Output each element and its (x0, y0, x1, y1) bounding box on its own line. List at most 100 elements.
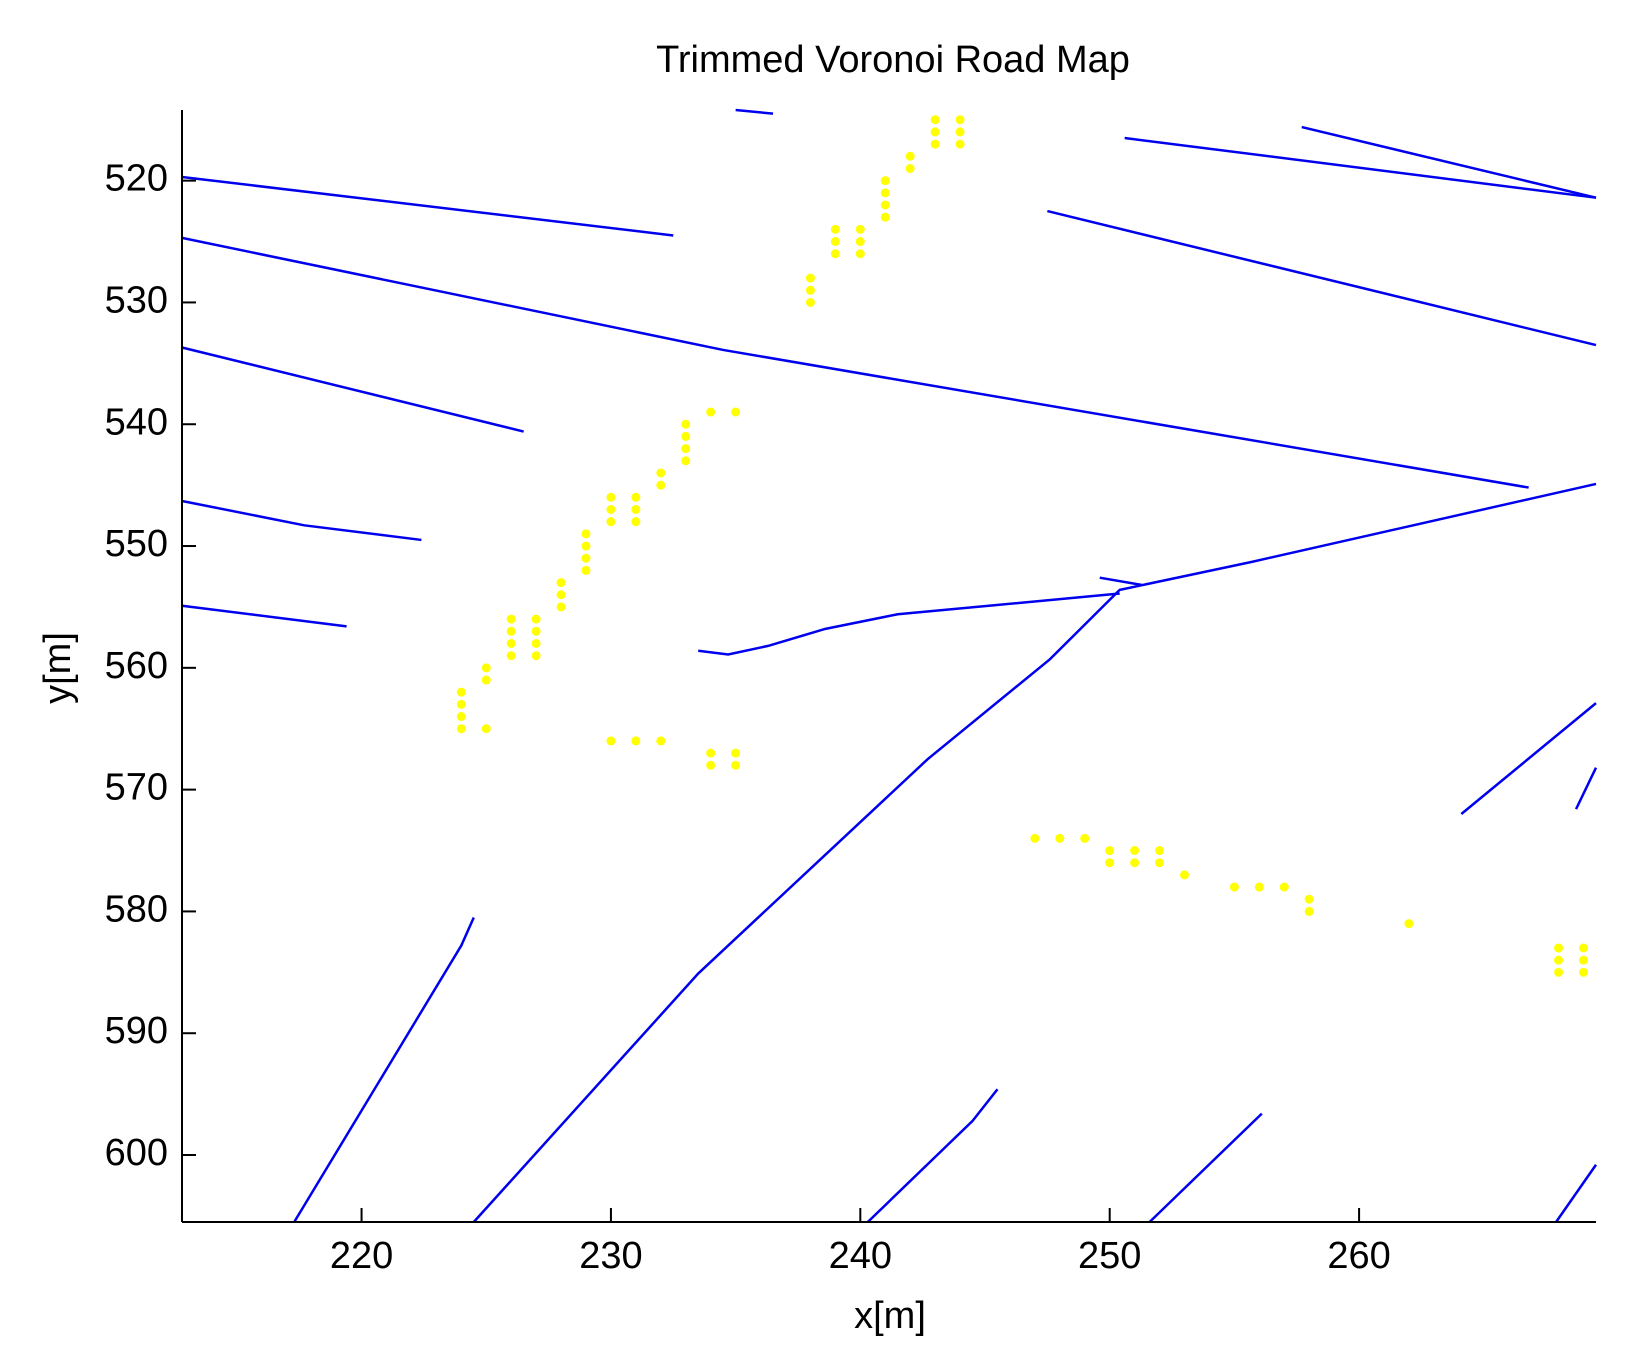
point (1229, 882, 1239, 892)
point (481, 663, 491, 673)
point (581, 529, 591, 539)
point (606, 736, 616, 746)
point (656, 736, 666, 746)
point (1105, 858, 1115, 868)
point (880, 212, 890, 222)
point (930, 115, 940, 125)
road-segment (735, 108, 774, 115)
point (681, 431, 691, 441)
road-segment (181, 499, 422, 542)
point (1130, 858, 1140, 868)
point (506, 651, 516, 661)
point (830, 249, 840, 259)
point (631, 504, 641, 514)
point (731, 748, 741, 758)
y-tick-label: 540 (105, 401, 168, 443)
point (1155, 858, 1165, 868)
point (1404, 919, 1414, 929)
point (681, 444, 691, 454)
point (456, 699, 466, 709)
point (1554, 967, 1564, 977)
point (830, 224, 840, 234)
point (1130, 846, 1140, 856)
point (706, 407, 716, 417)
point (706, 760, 716, 770)
point (1304, 906, 1314, 916)
point (805, 297, 815, 307)
point (606, 492, 616, 502)
point (631, 736, 641, 746)
point (681, 456, 691, 466)
y-tick-label: 550 (105, 523, 168, 565)
point (905, 151, 915, 161)
point (955, 139, 965, 149)
road-segment (1124, 136, 1597, 199)
point (1080, 833, 1090, 843)
x-axis-label: x[m] (854, 1295, 926, 1337)
road-segment (181, 236, 1529, 489)
point (456, 724, 466, 734)
x-tick-label: 240 (829, 1235, 892, 1277)
point (556, 578, 566, 588)
point (1180, 870, 1190, 880)
point (1579, 967, 1589, 977)
point (880, 200, 890, 210)
x-tick-label: 250 (1078, 1235, 1141, 1277)
point (1554, 955, 1564, 965)
road-segment (181, 346, 524, 433)
road-segment (1099, 576, 1143, 587)
chart-title: Trimmed Voronoi Road Map (656, 39, 1130, 81)
point (880, 176, 890, 186)
point (606, 504, 616, 514)
road-segment (1301, 125, 1597, 199)
point (955, 115, 965, 125)
y-tick-label: 560 (105, 645, 168, 687)
point (731, 760, 741, 770)
road-segment (181, 175, 674, 237)
point (681, 419, 691, 429)
point (506, 638, 516, 648)
point (581, 553, 591, 563)
point (581, 565, 591, 575)
road-segment (181, 604, 347, 628)
point (456, 712, 466, 722)
point (955, 127, 965, 137)
point (830, 237, 840, 247)
road-segment (472, 482, 1597, 1223)
point (855, 249, 865, 259)
x-tick-label: 260 (1327, 1235, 1390, 1277)
point (656, 468, 666, 478)
road-segment (698, 592, 1120, 656)
road-segment (1555, 1164, 1598, 1223)
point (481, 675, 491, 685)
point (1155, 846, 1165, 856)
point (531, 614, 541, 624)
point (731, 407, 741, 417)
point (506, 626, 516, 636)
road-segment (1460, 702, 1597, 815)
y-tick-label: 520 (105, 158, 168, 200)
point (606, 517, 616, 527)
point (556, 590, 566, 600)
y-tick-label: 530 (105, 279, 168, 321)
point (1254, 882, 1264, 892)
point (1105, 846, 1115, 856)
road-segment (866, 1088, 999, 1223)
point (805, 273, 815, 283)
road-segment (1574, 767, 1598, 810)
x-tick-label: 220 (330, 1235, 393, 1277)
point (805, 285, 815, 295)
y-axis-label: y[m] (37, 632, 79, 704)
point (855, 224, 865, 234)
point (556, 602, 566, 612)
point (880, 188, 890, 198)
point (531, 651, 541, 661)
point (631, 492, 641, 502)
point (531, 638, 541, 648)
point (531, 626, 541, 636)
point (930, 139, 940, 149)
point (855, 237, 865, 247)
y-tick-label: 570 (105, 767, 168, 809)
